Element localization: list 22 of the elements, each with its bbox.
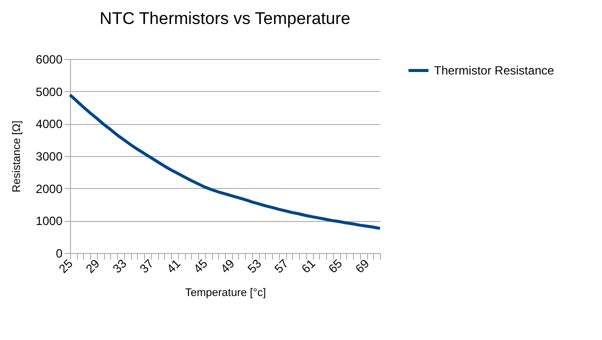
x-tick-label: 45: [190, 256, 210, 276]
chart-title: NTC Thermistors vs Temperature: [100, 9, 350, 28]
legend-label: Thermistor Resistance: [434, 64, 554, 78]
y-axis-title: Resistance [Ω]: [10, 120, 23, 192]
y-tick-label: 5000: [36, 84, 63, 99]
x-tick-label: 53: [244, 256, 264, 276]
x-tick-label: 49: [218, 256, 238, 276]
x-tick-label: 61: [298, 256, 318, 276]
x-tick-label: 41: [164, 256, 184, 276]
x-tick-label: 57: [272, 256, 292, 276]
x-tick-label: 37: [136, 256, 157, 276]
x-tick-label: 29: [83, 256, 103, 276]
x-tick-label: 69: [352, 256, 372, 276]
x-axis-title: Temperature [°c]: [185, 287, 266, 300]
y-tick-label: 6000: [36, 52, 63, 66]
y-tick-label: 2000: [36, 182, 63, 196]
y-tick-label: 1000: [36, 214, 63, 228]
y-tick-label: 4000: [36, 117, 63, 132]
y-tick-label: 0: [56, 246, 63, 260]
x-tick-label: 33: [110, 256, 130, 276]
y-tick-label: 3000: [36, 150, 63, 164]
x-tick-label: 65: [326, 256, 346, 276]
